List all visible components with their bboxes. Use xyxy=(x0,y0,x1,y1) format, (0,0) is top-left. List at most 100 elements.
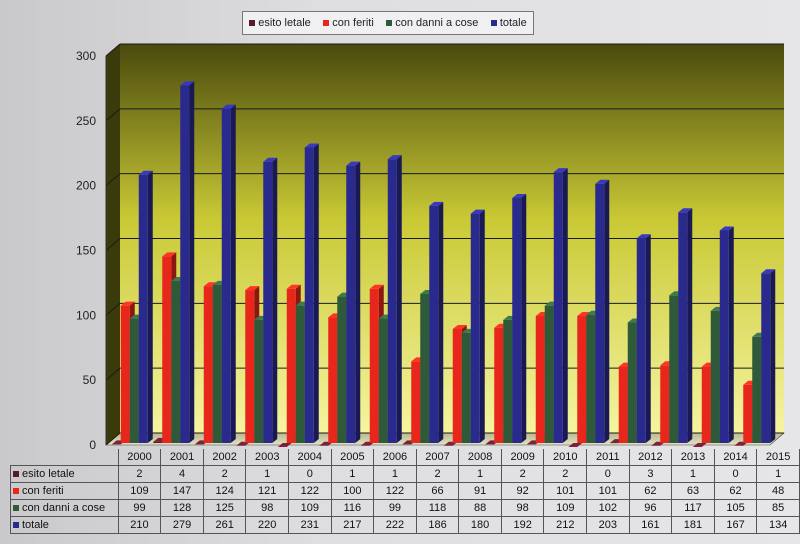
table-cell: 121 xyxy=(245,482,289,500)
gridline-side xyxy=(105,367,121,381)
bar-totale-side xyxy=(355,161,361,443)
table-cell: 2 xyxy=(415,465,460,483)
legend-item: con danni a cose xyxy=(386,17,478,29)
table-year-header: 2004 xyxy=(288,449,332,466)
table-cell: 261 xyxy=(202,516,247,534)
gridline-side xyxy=(105,302,121,316)
table-cell: 1 xyxy=(671,465,715,483)
gridline-side xyxy=(105,108,121,122)
table-series-name: con danni a cose xyxy=(22,502,106,514)
table-year-header: 2010 xyxy=(543,449,588,466)
legend-swatch xyxy=(490,20,497,26)
bar-totale-side xyxy=(645,234,651,443)
table-cell: 0 xyxy=(713,465,758,483)
table-cell: 180 xyxy=(458,516,502,534)
table-corner xyxy=(11,449,119,466)
bar-totale-top xyxy=(304,143,319,148)
table-cell: 231 xyxy=(288,516,332,534)
bar-totale xyxy=(678,212,688,443)
table-cell: 116 xyxy=(330,499,375,517)
bar-totale-side xyxy=(562,168,568,443)
bar-totale-top xyxy=(512,194,527,199)
bar-totale-side xyxy=(687,208,693,443)
table-year-header: 2015 xyxy=(756,449,800,466)
y-tick-label: 200 xyxy=(76,179,96,193)
table-cell: 109 xyxy=(543,499,588,517)
bar-totale-side xyxy=(728,226,734,443)
table-cell: 66 xyxy=(415,482,460,500)
bar-totale-side xyxy=(147,170,153,443)
bar-totale-top xyxy=(180,81,195,86)
table-year-header: 2006 xyxy=(373,449,417,466)
bar-totale xyxy=(387,159,397,443)
table-cell: 128 xyxy=(160,499,204,517)
table-cell: 217 xyxy=(330,516,375,534)
table-cell: 4 xyxy=(160,465,204,483)
table-cell: 92 xyxy=(500,482,545,500)
bar-con-danni-a-cose xyxy=(669,295,679,443)
table-cell: 63 xyxy=(671,482,715,500)
table-cell: 99 xyxy=(373,499,417,517)
bar-totale-side xyxy=(230,104,236,443)
bar-con-feriti xyxy=(328,317,338,443)
bar-totale xyxy=(636,238,646,443)
table-cell: 118 xyxy=(415,499,460,517)
chart-legend: esito letale con feriti con danni a cose to… xyxy=(242,11,534,35)
table-cell: 101 xyxy=(586,482,630,500)
table-cell: 105 xyxy=(713,499,758,517)
bar-con-danni-a-cose xyxy=(586,314,596,443)
bar-con-feriti xyxy=(494,327,504,443)
table-cell: 124 xyxy=(202,482,247,500)
bar-con-feriti-top xyxy=(245,286,260,291)
bar-totale-top xyxy=(595,179,610,184)
table-cell: 2 xyxy=(543,465,588,483)
bar-con-feriti xyxy=(411,361,421,443)
table-cell: 85 xyxy=(756,499,800,517)
table-row: con danni a cose 99 128 125 98 109 116 99 118 88 9… xyxy=(10,499,800,517)
bar-totale-top xyxy=(221,104,236,109)
bar-con-feriti-top xyxy=(577,312,592,317)
table-cell: 167 xyxy=(713,516,758,534)
bar-con-feriti-top xyxy=(120,301,135,306)
table-series-name: esito letale xyxy=(22,468,75,480)
bar-con-feriti xyxy=(203,286,213,443)
bar-totale-top xyxy=(636,234,651,239)
table-cell: 186 xyxy=(415,516,460,534)
bar-con-feriti xyxy=(245,290,255,443)
bar-con-danni-a-cose xyxy=(420,293,430,443)
bar-con-danni-a-cose xyxy=(752,336,762,443)
table-cell: 3 xyxy=(628,465,673,483)
table-cell: 109 xyxy=(288,499,332,517)
bar-con-danni-a-cose xyxy=(544,305,554,443)
table-cell: 109 xyxy=(117,482,162,500)
bar-totale-side xyxy=(272,157,278,443)
bar-totale xyxy=(263,161,273,443)
table-cell: 62 xyxy=(713,482,758,500)
bar-con-feriti xyxy=(369,288,379,443)
bar-totale-top xyxy=(346,161,361,166)
table-cell: 102 xyxy=(586,499,630,517)
bar-esito-letale-top xyxy=(568,443,583,447)
y-tick-label: 50 xyxy=(83,373,97,387)
legend-label: totale xyxy=(499,17,527,29)
bar-con-feriti xyxy=(701,366,711,443)
table-year-header: 2008 xyxy=(458,449,502,466)
bar-totale-side xyxy=(189,81,195,443)
table-cell: 2 xyxy=(500,465,545,483)
bar-totale-side xyxy=(604,179,610,443)
table-cell: 117 xyxy=(671,499,715,517)
bar-con-feriti-top xyxy=(203,282,218,287)
table-year-header: 2002 xyxy=(202,449,247,466)
y-tick-label: 300 xyxy=(76,49,96,63)
bar-totale-top xyxy=(138,170,153,175)
legend-swatch xyxy=(386,20,393,26)
legend-swatch xyxy=(323,20,330,26)
table-swatch xyxy=(13,471,19,478)
bar-con-danni-a-cose xyxy=(171,281,181,443)
table-year-header: 2011 xyxy=(586,449,630,466)
table-cell: 48 xyxy=(756,482,800,500)
bar-totale-side xyxy=(438,201,444,443)
bar-totale-top xyxy=(719,226,734,231)
table-row-label: con danni a cose xyxy=(10,499,119,517)
bar-totale-top xyxy=(761,269,776,274)
